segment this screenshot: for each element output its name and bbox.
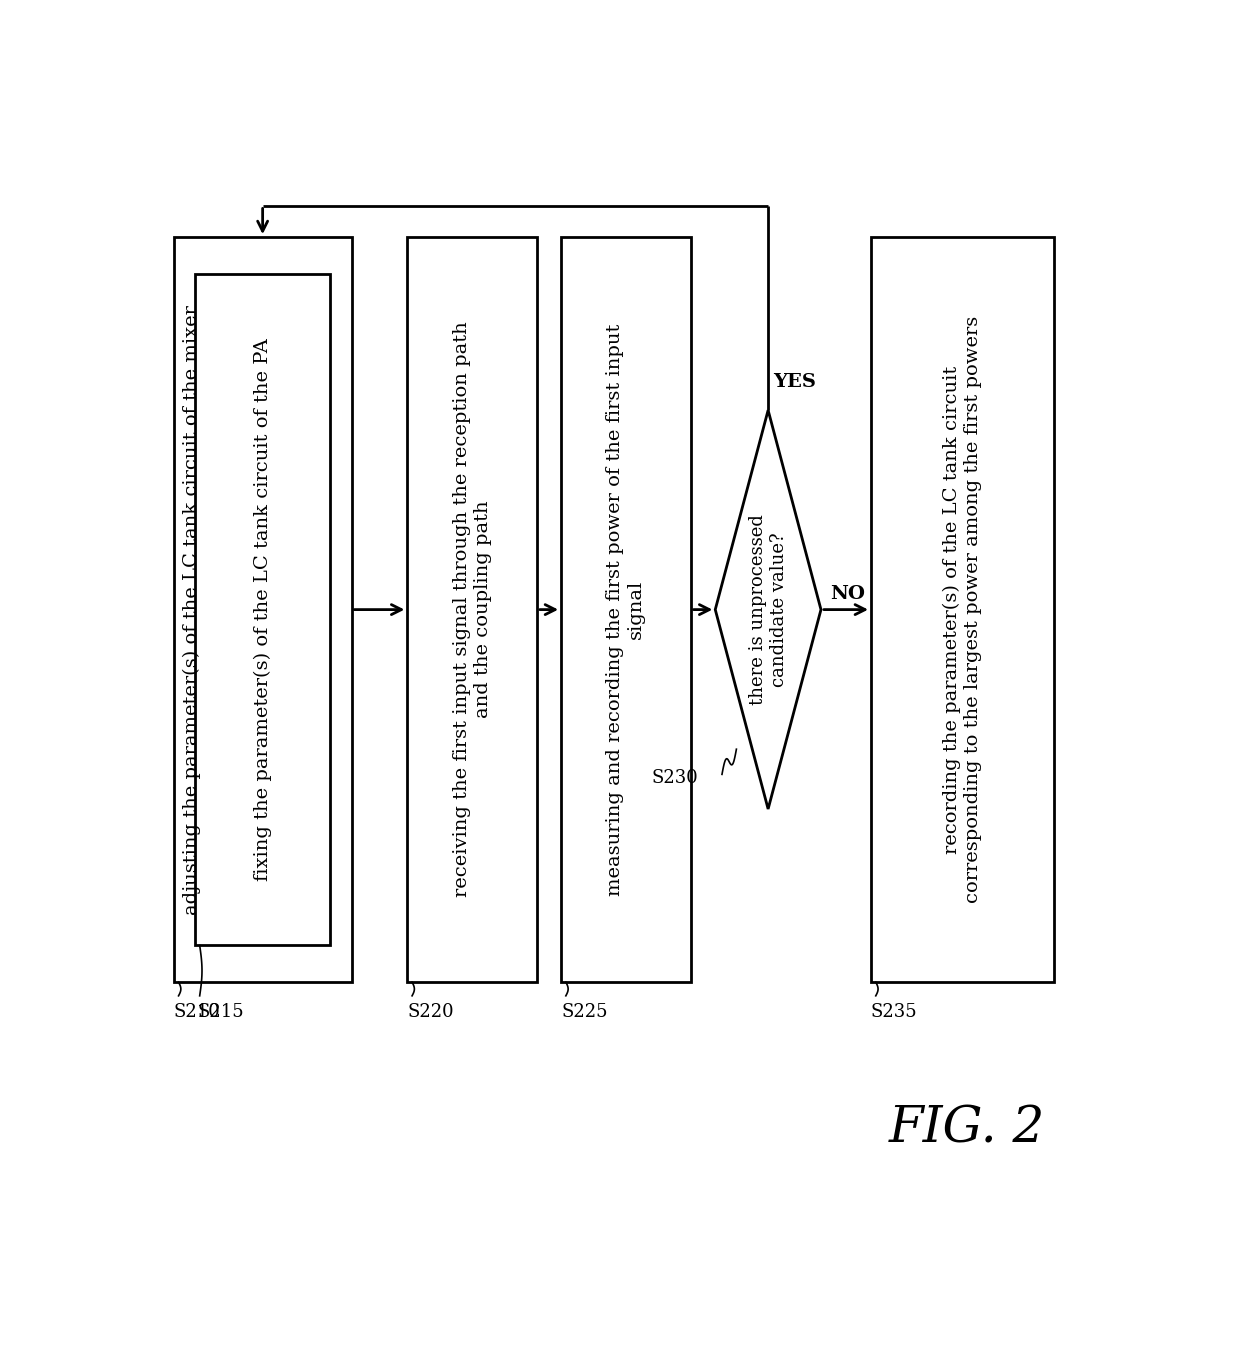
- Text: S235: S235: [870, 1003, 918, 1021]
- Bar: [174, 237, 351, 983]
- Text: NO: NO: [831, 585, 866, 602]
- Text: receiving the first input signal through the reception path
and the coupling pat: receiving the first input signal through…: [453, 322, 491, 897]
- Bar: [407, 237, 537, 983]
- Text: fixing the parameter(s) of the LC tank circuit of the PA: fixing the parameter(s) of the LC tank c…: [253, 338, 272, 880]
- Text: S220: S220: [407, 1003, 454, 1021]
- Text: FIG. 2: FIG. 2: [889, 1104, 1045, 1154]
- Text: S210: S210: [174, 1003, 221, 1021]
- Text: S230: S230: [651, 769, 698, 786]
- Bar: [560, 237, 691, 983]
- Polygon shape: [715, 410, 821, 810]
- Text: YES: YES: [774, 373, 816, 391]
- Bar: [870, 237, 1054, 983]
- Text: there is unprocessed
candidate value?: there is unprocessed candidate value?: [749, 514, 787, 705]
- Text: S225: S225: [560, 1003, 608, 1021]
- Text: measuring and recording the first power of the first input
signal: measuring and recording the first power …: [606, 323, 645, 895]
- Text: recording the parameter(s) of the LC tank circuit
corresponding to the largest p: recording the parameter(s) of the LC tan…: [942, 316, 982, 904]
- Bar: [195, 274, 330, 946]
- Text: S215: S215: [197, 1003, 244, 1021]
- Text: adjusting the parameter(s) of the LC tank circuit of the mixer: adjusting the parameter(s) of the LC tan…: [182, 305, 201, 915]
